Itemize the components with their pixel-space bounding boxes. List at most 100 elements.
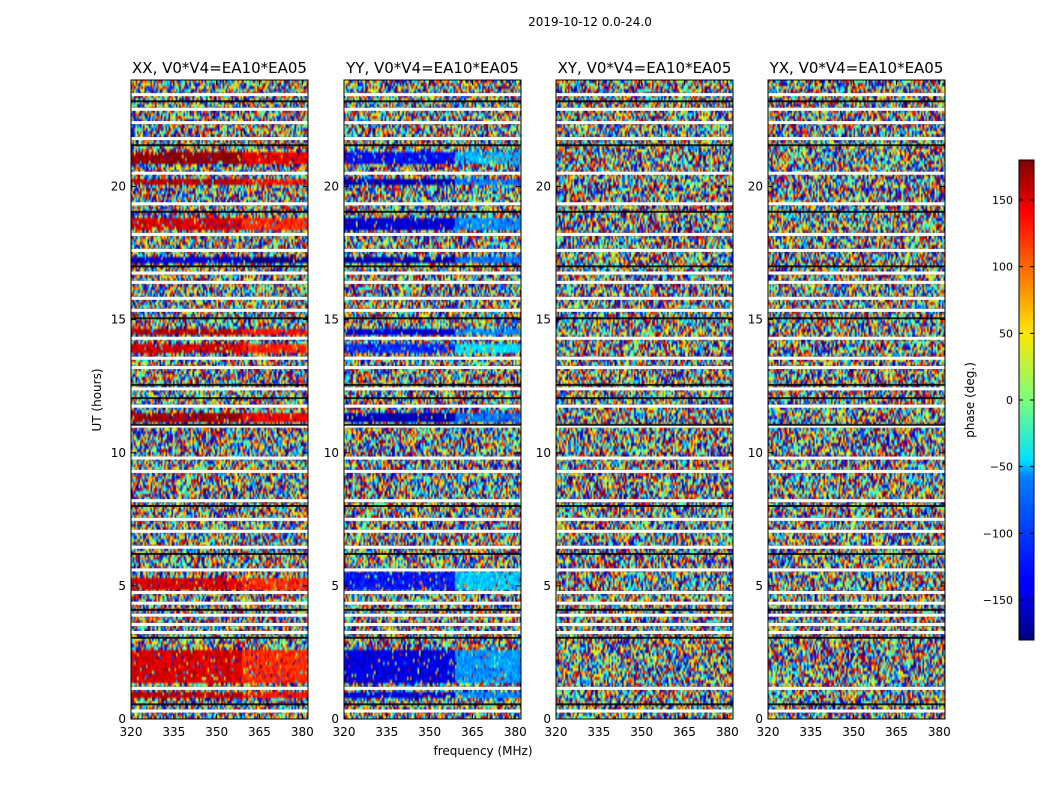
x-tick-label: 365 xyxy=(248,725,271,739)
y-tick-label: 15 xyxy=(111,313,126,327)
flagged-gap xyxy=(768,545,945,549)
x-tick-label: 380 xyxy=(504,725,527,739)
flagged-gap xyxy=(131,296,308,300)
flagged-gap xyxy=(131,529,308,533)
x-tick-label: 350 xyxy=(418,725,441,739)
flagged-gap xyxy=(131,517,308,521)
panel-title: YX, V0*V4=EA10*EA05 xyxy=(769,59,944,77)
scan-boundary-line xyxy=(556,397,733,400)
panel-frame xyxy=(767,79,946,720)
scan-boundary-line xyxy=(768,505,945,507)
colorbar-tick-label: −100 xyxy=(983,527,1013,540)
flagged-gap xyxy=(131,613,308,617)
flagged-gap xyxy=(556,387,733,391)
flagged-gap xyxy=(556,529,733,533)
scan-boundary-line xyxy=(344,210,521,213)
flagged-gap xyxy=(344,686,521,690)
flagged-gap xyxy=(344,591,521,595)
flagged-gap xyxy=(768,529,945,533)
panel-title: XY, V0*V4=EA10*EA05 xyxy=(558,59,732,77)
flagged-gap xyxy=(344,232,521,236)
flagged-gap xyxy=(344,107,521,111)
scan-boundary-line xyxy=(344,505,521,507)
scan-boundary-line xyxy=(344,317,521,320)
flagged-gap xyxy=(768,356,945,360)
y-tick-label: 20 xyxy=(111,180,126,194)
flagged-gap xyxy=(131,469,308,473)
x-tick-label: 335 xyxy=(375,725,398,739)
flagged-gap xyxy=(768,248,945,252)
flagged-gap xyxy=(131,424,308,428)
flagged-gap xyxy=(131,137,308,141)
panel-title: YY, V0*V4=EA10*EA05 xyxy=(345,59,519,77)
scan-boundary-line xyxy=(131,703,308,706)
flagged-gap xyxy=(556,622,733,626)
flagged-gap xyxy=(556,232,733,236)
flagged-gap xyxy=(131,356,308,360)
scan-boundary-line xyxy=(768,608,945,611)
flagged-gap xyxy=(131,568,308,572)
x-tick-label: 335 xyxy=(799,725,822,739)
flagged-gap xyxy=(131,456,308,460)
flagged-gap xyxy=(344,545,521,549)
flagged-gap xyxy=(556,107,733,111)
x-tick-label: 320 xyxy=(120,725,143,739)
flagged-gap xyxy=(556,630,733,634)
scan-boundary-line xyxy=(768,423,945,426)
flagged-gap xyxy=(344,568,521,572)
x-axis-label: frequency (MHz) xyxy=(433,744,532,758)
flagged-gap xyxy=(344,469,521,473)
y-tick-label: 20 xyxy=(324,180,339,194)
flagged-gap xyxy=(768,709,945,713)
flagged-gap xyxy=(768,613,945,617)
flagged-gap xyxy=(344,613,521,617)
scan-boundary-line xyxy=(556,100,733,103)
flagged-gap xyxy=(768,171,945,175)
flagged-gap xyxy=(344,709,521,713)
flagged-gap xyxy=(556,202,733,206)
flagged-gap xyxy=(556,248,733,252)
phase-raster xyxy=(768,80,945,719)
scan-boundary-line xyxy=(556,317,733,320)
flagged-gap xyxy=(556,121,733,125)
flagged-gap xyxy=(768,622,945,626)
flagged-gap xyxy=(344,171,521,175)
flagged-gap xyxy=(768,107,945,111)
y-tick-label: 10 xyxy=(748,446,763,460)
flagged-gap xyxy=(344,387,521,391)
x-tick-label: 350 xyxy=(205,725,228,739)
flagged-gap xyxy=(768,517,945,521)
flagged-gap xyxy=(768,121,945,125)
flagged-gap xyxy=(344,296,521,300)
flagged-gap xyxy=(344,601,521,605)
flagged-gap xyxy=(344,308,521,312)
scan-boundary-line xyxy=(768,397,945,400)
flagged-gap xyxy=(344,336,521,340)
flagged-gap xyxy=(131,248,308,252)
flagged-gap xyxy=(131,499,308,503)
scan-boundary-line xyxy=(556,423,733,426)
flagged-gap xyxy=(556,591,733,595)
x-tick-label: 320 xyxy=(757,725,780,739)
flagged-gap xyxy=(344,202,521,206)
flagged-gap xyxy=(131,271,308,275)
scan-boundary-line xyxy=(556,265,733,268)
scan-boundary-line xyxy=(131,210,308,213)
flagged-gap xyxy=(131,202,308,206)
flagged-gap xyxy=(768,404,945,408)
flagged-gap xyxy=(131,601,308,605)
scan-boundary-line xyxy=(131,317,308,320)
flagged-gap xyxy=(344,424,521,428)
phase-raster xyxy=(131,80,308,719)
scan-boundary-line xyxy=(131,552,308,555)
flagged-gap xyxy=(768,308,945,312)
flagged-gap xyxy=(556,137,733,141)
scan-boundary-line xyxy=(344,100,521,103)
flagged-gap xyxy=(344,404,521,408)
colorbar-label: phase (deg.) xyxy=(963,362,977,438)
y-tick-label: 10 xyxy=(536,446,551,460)
flagged-gap xyxy=(556,613,733,617)
y-tick-label: 15 xyxy=(324,313,339,327)
scan-boundary-line xyxy=(556,552,733,555)
flagged-gap xyxy=(768,456,945,460)
